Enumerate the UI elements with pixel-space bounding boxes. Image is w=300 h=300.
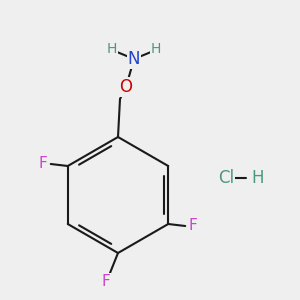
Text: O: O [119,78,133,96]
Text: F: F [38,157,47,172]
Text: N: N [128,50,140,68]
Text: H: H [107,42,117,56]
Text: F: F [102,274,110,289]
Text: H: H [251,169,263,187]
Text: Cl: Cl [218,169,234,187]
Text: F: F [189,218,198,233]
Text: H: H [151,42,161,56]
